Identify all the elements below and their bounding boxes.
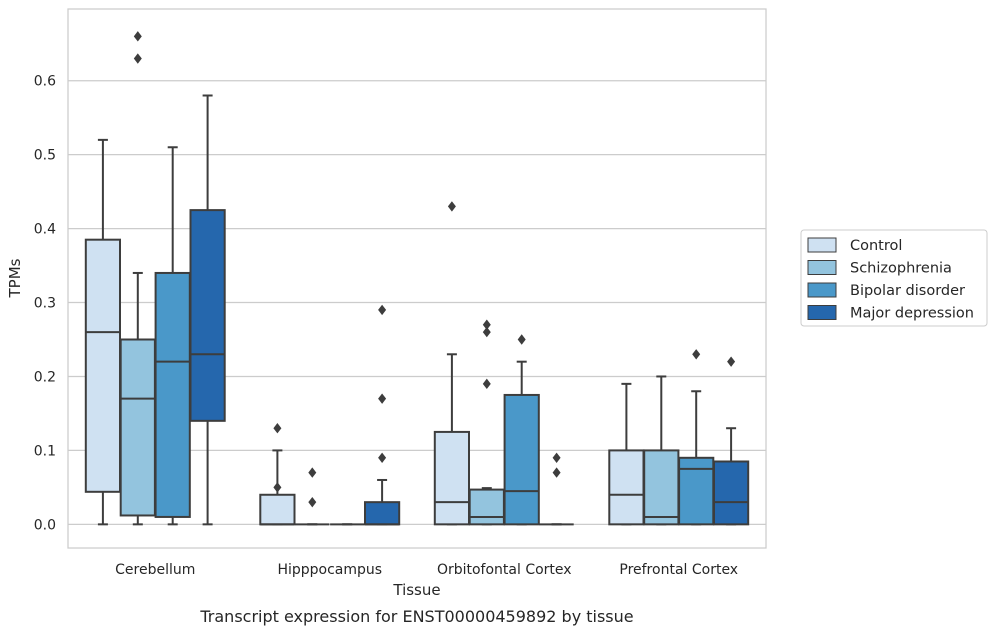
box-body	[119, 338, 156, 517]
y-tick-label: 0.1	[34, 443, 56, 459]
outlier-point	[378, 393, 387, 404]
box-major-depression	[539, 452, 574, 526]
box-body	[154, 271, 191, 518]
outlier-point	[308, 496, 317, 508]
legend-entry: Major depression	[850, 306, 974, 322]
outlier-point	[552, 467, 561, 478]
box-major-depression	[189, 94, 226, 526]
legend-entry: Schizophrenia	[850, 261, 952, 277]
x-tick-label: Orbitofontal Cortex	[437, 562, 572, 578]
x-axis-label: Tissue	[392, 581, 440, 599]
outlier-point	[727, 356, 736, 367]
box-control	[259, 423, 296, 526]
box-body	[712, 460, 750, 526]
box-control	[608, 382, 645, 526]
x-tick-label: Prefrontal Cortex	[619, 562, 738, 578]
box-schizophrenia	[295, 467, 330, 526]
y-tick-label: 0.4	[34, 222, 56, 238]
box-body	[189, 209, 226, 422]
y-tick-label: 0.6	[34, 74, 56, 90]
x-tick-label: Hipppocampus	[277, 562, 382, 578]
y-axis-label: TPMs	[6, 258, 24, 298]
outlier-point	[308, 467, 317, 478]
outlier-point	[447, 201, 456, 212]
y-tick-label: 0.3	[34, 296, 56, 312]
legend-swatch	[807, 237, 837, 253]
outlier-point	[378, 304, 387, 316]
y-tick-label: 0.2	[34, 369, 56, 385]
outlier-point	[133, 53, 142, 64]
box-schizophrenia	[643, 375, 680, 526]
y-tick-labels: 0.0 0.1 0.2 0.3 0.4 0.5 0.6	[34, 74, 56, 534]
legend-swatch	[807, 305, 837, 320]
outlier-point	[273, 423, 282, 434]
outlier-point	[517, 334, 526, 345]
outlier-point	[273, 482, 282, 493]
x-tick-labels: Cerebellum Hipppocampus Orbitofontal Corte…	[115, 562, 738, 578]
outlier-point	[552, 452, 561, 463]
plot-frame	[67, 8, 767, 549]
boxes-group	[84, 31, 750, 526]
box-bipolar-disorder	[503, 334, 540, 526]
legend-swatch	[807, 260, 837, 275]
box-body	[259, 493, 296, 526]
legend-swatch	[807, 282, 837, 298]
box-schizophrenia	[119, 31, 156, 526]
outlier-point	[378, 452, 387, 463]
chart-title: Transcript expression for ENST0000045989…	[199, 607, 633, 626]
box-bipolar-disorder	[678, 349, 715, 526]
outlier-point	[482, 319, 491, 330]
box-body	[468, 488, 505, 526]
box-major-depression	[712, 356, 750, 526]
outlier-point	[482, 378, 491, 390]
outlier-point	[133, 31, 142, 42]
box-body	[608, 449, 645, 526]
x-tick-label: Cerebellum	[115, 562, 195, 578]
legend: Control Schizophrenia Bipolar disorder Majo…	[800, 229, 988, 327]
box-bipolar-disorder	[154, 146, 191, 526]
y-tick-label: 0.0	[34, 517, 56, 533]
box-major-depression	[363, 304, 401, 526]
box-body	[433, 430, 471, 526]
box-body	[643, 449, 680, 526]
box-body	[503, 393, 540, 526]
legend-entry: Bipolar disorder	[850, 283, 965, 299]
legend-entry: Control	[850, 238, 902, 254]
box-body	[678, 456, 715, 526]
y-tick-label: 0.5	[34, 148, 56, 164]
box-control	[433, 201, 471, 526]
outlier-point	[482, 326, 491, 338]
outlier-point	[692, 349, 701, 360]
box-body	[363, 501, 401, 526]
box-body	[84, 238, 122, 493]
legend-frame	[800, 229, 988, 327]
